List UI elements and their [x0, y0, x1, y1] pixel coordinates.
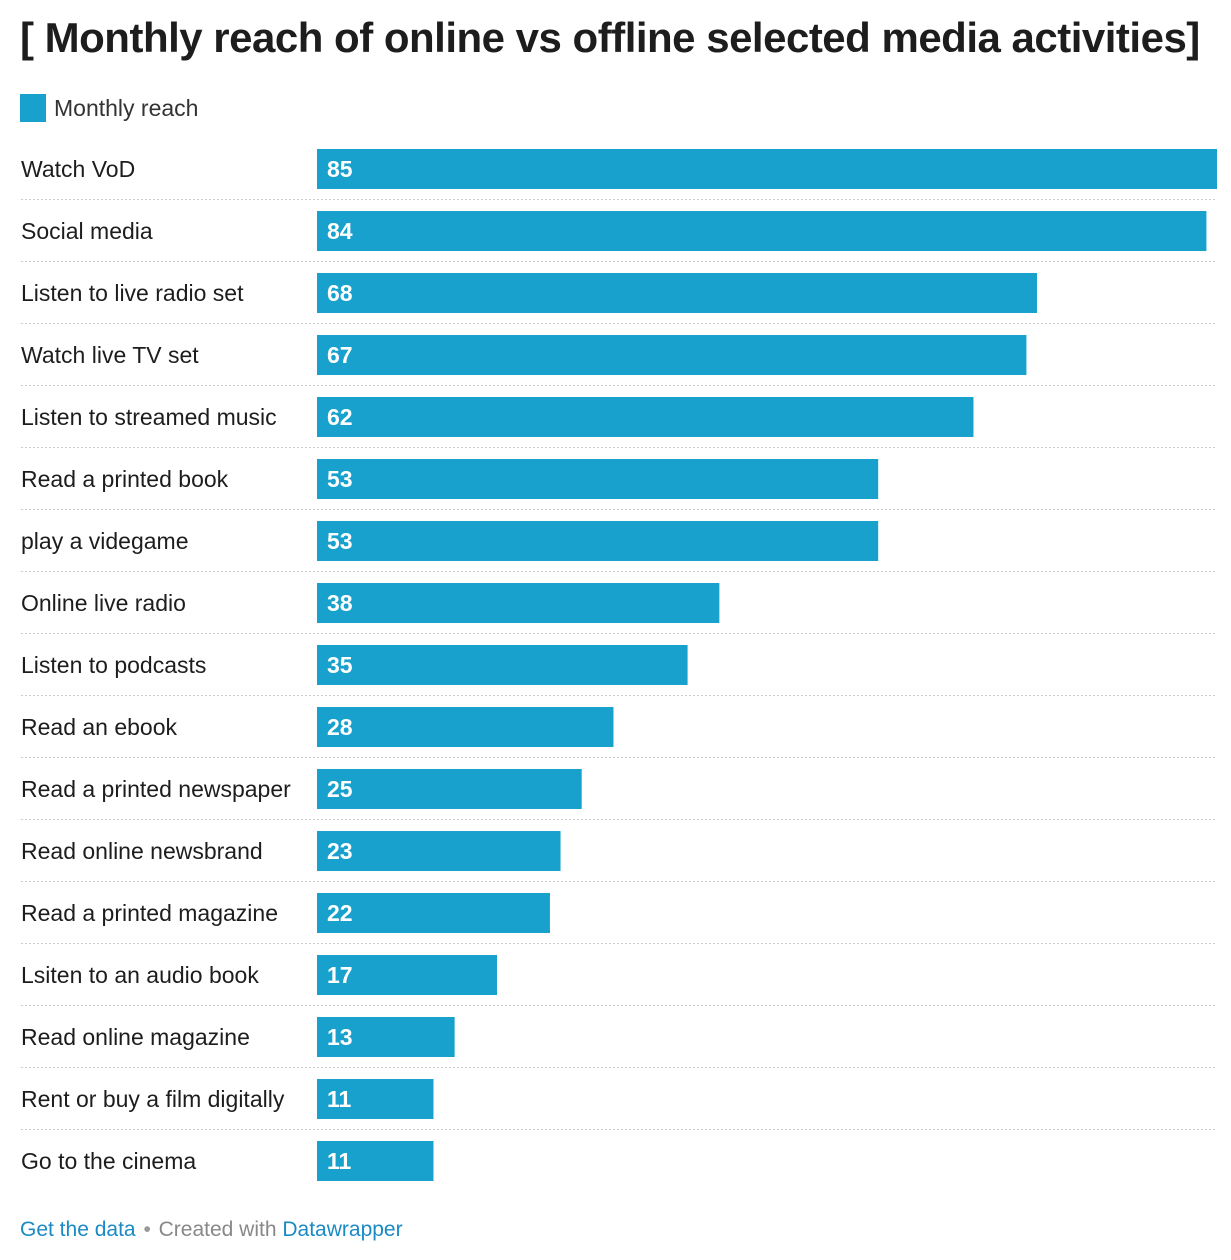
- value-label: 25: [327, 776, 353, 802]
- bar-row-listen-to-podcasts: Listen to podcasts 35: [21, 645, 1217, 696]
- value-label: 67: [327, 342, 353, 368]
- bar-row-social-media: Social media 84: [21, 211, 1217, 262]
- bar-row-watch-live-tv-set: Watch live TV set 67: [21, 335, 1217, 386]
- chart-title: [ Monthly reach of online vs offline sel…: [20, 14, 1200, 61]
- value-label: 84: [327, 218, 353, 244]
- chart-legend: Monthly reach: [20, 93, 198, 123]
- bar: [317, 1017, 455, 1057]
- category-label: Rent or buy a film digitally: [21, 1086, 285, 1112]
- category-label: Listen to live radio set: [21, 280, 244, 306]
- category-label: Go to the cinema: [21, 1148, 196, 1174]
- value-label: 22: [327, 900, 353, 926]
- bar-row-read-a-printed-book: Read a printed book 53: [21, 459, 1217, 510]
- category-label: Read online magazine: [21, 1024, 250, 1050]
- bar: [317, 1141, 434, 1181]
- bar-row-go-to-the-cinema: Go to the cinema 11: [21, 1141, 434, 1181]
- category-label: Listen to streamed music: [21, 404, 277, 430]
- value-label: 53: [327, 466, 353, 492]
- bar-row-listen-to-live-radio-set: Listen to live radio set 68: [21, 273, 1217, 324]
- value-label: 68: [327, 280, 353, 306]
- category-label: Read a printed book: [21, 466, 229, 492]
- value-label: 11: [327, 1148, 352, 1174]
- value-label: 53: [327, 528, 353, 554]
- category-label: Watch live TV set: [21, 342, 199, 368]
- bar-row-read-a-printed-magazine: Read a printed magazine 22: [21, 893, 1217, 944]
- bar: [317, 583, 720, 623]
- bar: [317, 707, 614, 747]
- value-label: 11: [327, 1086, 352, 1112]
- bar-row-listen-to-streamed-music: Listen to streamed music 62: [21, 397, 1217, 448]
- category-label: Online live radio: [21, 590, 186, 616]
- category-label: Listen to podcasts: [21, 652, 206, 678]
- datawrapper-link[interactable]: Datawrapper: [282, 1218, 403, 1241]
- value-label: 85: [327, 156, 353, 182]
- bar: [317, 149, 1217, 189]
- bar: [317, 459, 879, 499]
- bar: [317, 893, 550, 933]
- created-with-text: Created with: [158, 1218, 277, 1241]
- bar-row-online-live-radio: Online live radio 38: [21, 583, 1217, 634]
- value-label: 62: [327, 404, 353, 430]
- value-label: 38: [327, 590, 353, 616]
- bar: [317, 273, 1037, 313]
- bar: [317, 1079, 434, 1119]
- category-label: play a videgame: [21, 528, 189, 554]
- legend-swatch: [20, 94, 46, 122]
- bar-row-read-online-newsbrand: Read online newsbrand 23: [21, 831, 1217, 882]
- category-label: Social media: [21, 218, 153, 244]
- bar-row-play-a-videgame: play a videgame 53: [21, 521, 1217, 572]
- value-label: 17: [327, 962, 353, 988]
- bar: [317, 955, 497, 995]
- bar-row-read-a-printed-newspaper: Read a printed newspaper 25: [21, 769, 1217, 820]
- chart-footer: Get the data • Created with Datawrapper: [20, 1218, 403, 1242]
- bar: [317, 335, 1027, 375]
- footer-separator: •: [143, 1218, 151, 1241]
- bar-row-read-an-ebook: Read an ebook 28: [21, 707, 1217, 758]
- bar: [317, 211, 1207, 251]
- category-label: Lsiten to an audio book: [21, 962, 259, 988]
- get-data-link[interactable]: Get the data: [20, 1218, 136, 1241]
- value-label: 35: [327, 652, 353, 678]
- bar: [317, 397, 974, 437]
- bar-row-watch-vod: Watch VoD 85: [21, 149, 1217, 200]
- legend-label: Monthly reach: [54, 94, 199, 121]
- bar-row-read-online-magazine: Read online magazine 13: [21, 1017, 1217, 1068]
- bar-chart: Watch VoD 85 Social media 84 Listen to live …: [21, 149, 1217, 1181]
- category-label: Read online newsbrand: [21, 838, 263, 864]
- category-label: Read a printed newspaper: [21, 776, 291, 802]
- value-label: 28: [327, 714, 353, 740]
- bar: [317, 831, 561, 871]
- bar: [317, 645, 688, 685]
- category-label: Watch VoD: [21, 156, 135, 182]
- value-label: 13: [327, 1024, 353, 1050]
- value-label: 23: [327, 838, 353, 864]
- bar-row-lsiten-to-an-audio-book: Lsiten to an audio book 17: [21, 955, 1217, 1006]
- category-label: Read a printed magazine: [21, 900, 278, 926]
- bar: [317, 769, 582, 809]
- bar-row-rent-or-buy-a-film-digitally: Rent or buy a film digitally 11: [21, 1079, 1217, 1130]
- category-label: Read an ebook: [21, 714, 178, 740]
- bar: [317, 521, 879, 561]
